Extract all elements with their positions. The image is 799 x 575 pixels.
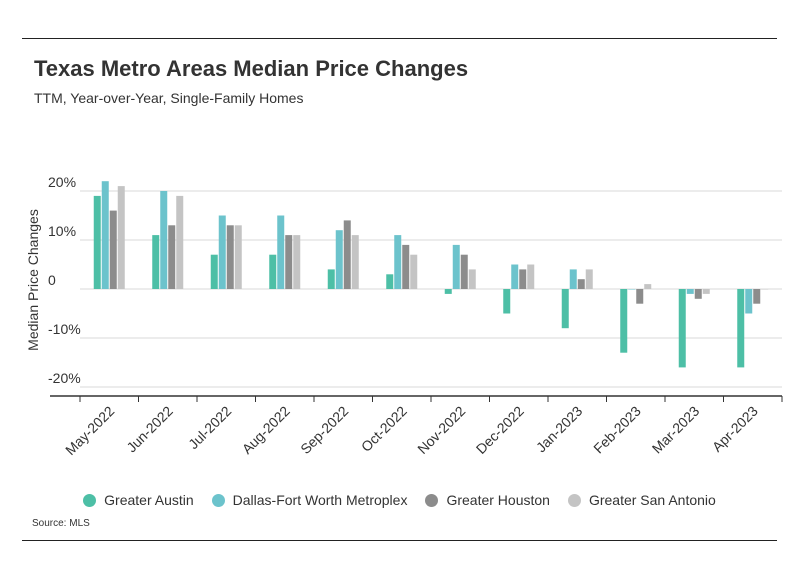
- bar-greater-san-antonio: [176, 195, 184, 289]
- bar-greater-austin: [678, 289, 686, 368]
- bar-greater-austin: [327, 269, 335, 289]
- legend-swatch: [83, 493, 97, 507]
- bar-dallas-fort-worth-metroplex: [745, 289, 753, 314]
- bar-dallas-fort-worth-metroplex: [277, 215, 285, 289]
- x-tick-label: Apr-2023: [709, 403, 761, 455]
- bar-greater-san-antonio: [468, 269, 476, 289]
- bar-greater-houston: [519, 269, 527, 289]
- bottom-rule: [22, 540, 777, 541]
- bar-greater-houston: [109, 210, 117, 289]
- bar-greater-houston: [577, 279, 585, 289]
- legend-item: Greater San Antonio: [567, 492, 716, 508]
- legend-item: Greater Austin: [83, 492, 194, 508]
- bar-greater-austin: [93, 195, 101, 289]
- bar-greater-austin: [444, 289, 452, 294]
- x-tick-label: Jun-2022: [123, 403, 176, 456]
- bar-greater-austin: [737, 289, 745, 368]
- bar-greater-austin: [269, 254, 277, 289]
- bar-greater-houston: [636, 289, 644, 304]
- bar-greater-austin: [210, 254, 218, 289]
- legend-swatch: [425, 493, 439, 507]
- y-tick-label: -10%: [48, 321, 81, 337]
- legend: Greater Austin Dallas-Fort Worth Metrople…: [0, 492, 799, 508]
- x-tick-label: Sep-2022: [297, 403, 351, 457]
- bar-greater-austin: [386, 274, 394, 289]
- bar-dallas-fort-worth-metroplex: [160, 191, 168, 289]
- chart-title: Texas Metro Areas Median Price Changes: [34, 56, 469, 81]
- bar-dallas-fort-worth-metroplex: [218, 215, 226, 289]
- x-tick-label: Mar-2023: [649, 403, 703, 457]
- x-tick-label: Dec-2022: [473, 403, 527, 457]
- bar-greater-austin: [561, 289, 569, 329]
- bar-greater-san-antonio: [351, 235, 359, 289]
- top-rule: [22, 38, 777, 39]
- bar-greater-san-antonio: [761, 289, 769, 290]
- bar-greater-san-antonio: [410, 254, 418, 289]
- legend-label: Greater Houston: [446, 492, 550, 508]
- x-tick-label: May-2022: [62, 403, 117, 458]
- legend-label: Greater San Antonio: [588, 492, 716, 508]
- legend-item: Greater Houston: [425, 492, 550, 508]
- y-tick-label: 0: [48, 272, 56, 288]
- bar-dallas-fort-worth-metroplex: [686, 289, 694, 294]
- bar-greater-san-antonio: [585, 269, 593, 289]
- bar-greater-houston: [226, 225, 234, 289]
- bar-dallas-fort-worth-metroplex: [452, 244, 460, 289]
- bar-greater-houston: [460, 254, 468, 289]
- bar-greater-san-antonio: [293, 235, 301, 289]
- y-tick-label: 20%: [48, 174, 76, 190]
- bar-dallas-fort-worth-metroplex: [335, 230, 343, 289]
- bar-greater-san-antonio: [644, 284, 652, 289]
- legend-label: Dallas-Fort Worth Metroplex: [232, 492, 408, 508]
- x-tick-label: Jul-2022: [185, 403, 234, 452]
- bar-greater-houston: [694, 289, 702, 299]
- y-tick-label: 10%: [48, 223, 76, 239]
- bar-greater-austin: [503, 289, 511, 314]
- bar-greater-san-antonio: [117, 186, 125, 289]
- legend-swatch: [211, 493, 225, 507]
- bar-greater-houston: [168, 225, 176, 289]
- legend-item: Dallas-Fort Worth Metroplex: [211, 492, 408, 508]
- y-tick-label: -20%: [48, 370, 81, 386]
- bar-greater-austin: [152, 235, 160, 289]
- bar-greater-san-antonio: [234, 225, 242, 289]
- bar-dallas-fort-worth-metroplex: [394, 235, 402, 289]
- chart-subtitle: TTM, Year-over-Year, Single-Family Homes: [34, 90, 304, 106]
- legend-label: Greater Austin: [104, 492, 194, 508]
- bar-greater-houston: [343, 220, 351, 289]
- bar-greater-san-antonio: [527, 264, 535, 289]
- bar-greater-houston: [402, 244, 410, 289]
- bar-greater-san-antonio: [702, 289, 710, 294]
- bar-greater-houston: [285, 235, 293, 289]
- legend-swatch: [567, 493, 581, 507]
- source-note: Source: MLS: [32, 518, 90, 529]
- x-tick-label: Feb-2023: [590, 403, 644, 457]
- bar-greater-austin: [620, 289, 628, 353]
- bar-dallas-fort-worth-metroplex: [511, 264, 519, 289]
- x-tick-label: Aug-2022: [239, 403, 293, 457]
- bar-dallas-fort-worth-metroplex: [569, 269, 577, 289]
- x-tick-label: Nov-2022: [414, 403, 468, 457]
- bar-dallas-fort-worth-metroplex: [628, 289, 636, 290]
- bar-dallas-fort-worth-metroplex: [101, 181, 109, 289]
- x-tick-label: Oct-2022: [358, 403, 410, 455]
- x-tick-label: Jan-2023: [533, 403, 586, 456]
- y-axis-label: Median Price Changes: [25, 209, 41, 351]
- bar-greater-houston: [753, 289, 761, 304]
